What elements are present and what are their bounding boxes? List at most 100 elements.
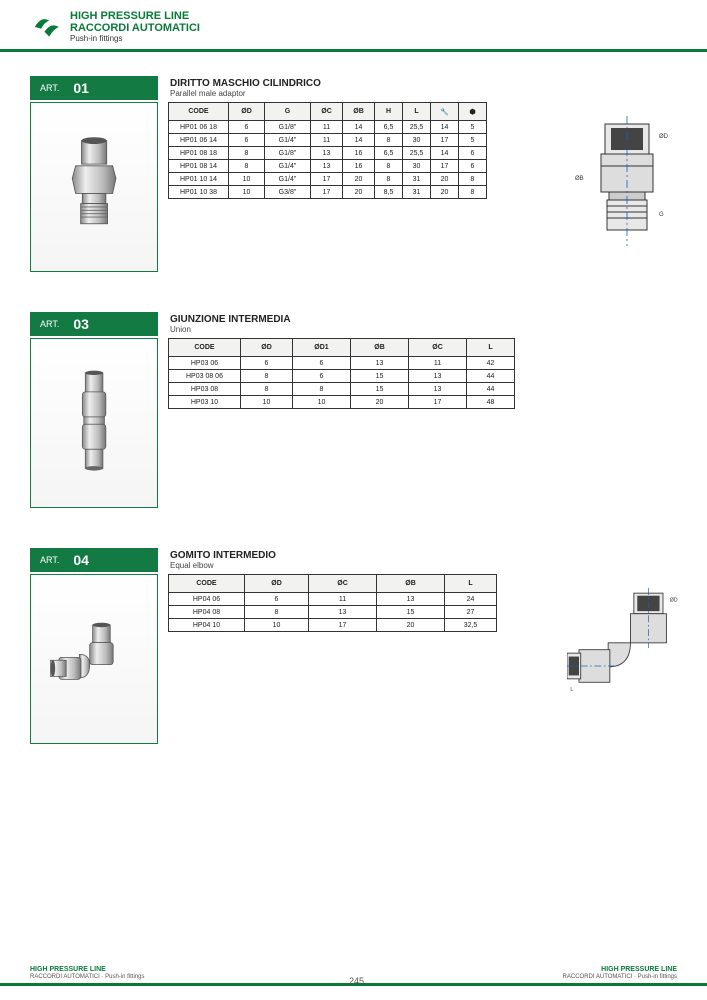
tech-drawing-icon: ØD L	[567, 588, 687, 708]
table-cell: G1/4"	[265, 173, 311, 186]
table-cell: HP04 10	[169, 619, 245, 632]
table-cell: 6,5	[375, 121, 403, 134]
art-label: ART.	[40, 319, 59, 329]
svg-text:ØD: ØD	[659, 134, 669, 140]
page-number: 245	[349, 976, 364, 986]
table-row: HP03 0666131142	[169, 357, 515, 370]
product-title: DIRITTO MASCHIO CILINDRICOParallel male …	[158, 76, 321, 100]
spec-table-wrap: CODEØDGØCØBHL🔧⬢HP01 06 186G1/8"11146,525…	[168, 102, 487, 272]
art-number: 01	[73, 80, 89, 96]
table-cell: 8	[375, 134, 403, 147]
table-cell: HP03 06	[169, 357, 241, 370]
product-title: GOMITO INTERMEDIOEqual elbow	[158, 548, 276, 572]
svg-text:ØD: ØD	[670, 598, 678, 604]
table-cell: 6,5	[375, 147, 403, 160]
col-header: L	[445, 575, 497, 593]
table-cell: 44	[467, 370, 515, 383]
art-label: ART.	[40, 83, 59, 93]
col-header: ØC	[311, 103, 343, 121]
table-cell: 27	[445, 606, 497, 619]
art-number: 04	[73, 552, 89, 568]
spec-table: CODEØDØD1ØBØCLHP03 0666131142HP03 08 068…	[168, 338, 515, 409]
table-cell: 31	[403, 186, 431, 199]
table-cell: 6	[459, 160, 487, 173]
table-cell: 6	[229, 121, 265, 134]
table-cell: HP04 06	[169, 593, 245, 606]
col-header: ØC	[309, 575, 377, 593]
footer-rule: 245	[0, 983, 707, 986]
table-cell: 20	[343, 186, 375, 199]
table-cell: 13	[351, 357, 409, 370]
table-cell: 10	[229, 186, 265, 199]
footer-right: HIGH PRESSURE LINERACCORDI AUTOMATICI · …	[563, 966, 677, 980]
table-row: HP01 06 186G1/8"11146,525,5145	[169, 121, 487, 134]
brand-logo-icon	[30, 11, 62, 43]
table-cell: HP01 06 18	[169, 121, 229, 134]
table-cell: 17	[311, 173, 343, 186]
table-cell: 8,5	[375, 186, 403, 199]
table-cell: 20	[351, 396, 409, 409]
col-header: ØB	[351, 339, 409, 357]
header-text: HIGH PRESSURE LINE RACCORDI AUTOMATICI P…	[70, 10, 200, 43]
product-block-04: ART. 04 GOMITO INTERMEDIOEqual elbow COD…	[30, 548, 677, 744]
table-cell: 10	[241, 396, 293, 409]
table-cell: 17	[409, 396, 467, 409]
table-cell: 32,5	[445, 619, 497, 632]
table-cell: 24	[445, 593, 497, 606]
table-cell: 5	[459, 121, 487, 134]
table-cell: 11	[311, 121, 343, 134]
spec-table-wrap: CODEØDØCØBLHP04 066111324HP04 088131527H…	[168, 574, 497, 744]
table-cell: 8	[375, 160, 403, 173]
product-photo-icon	[30, 574, 158, 744]
table-cell: HP03 08 06	[169, 370, 241, 383]
table-cell: 5	[459, 134, 487, 147]
table-cell: 25,5	[403, 147, 431, 160]
table-cell: 8	[241, 383, 293, 396]
table-cell: 13	[409, 383, 467, 396]
table-row: HP03 08 0686151344	[169, 370, 515, 383]
svg-text:G: G	[659, 212, 664, 218]
table-cell: 11	[311, 134, 343, 147]
table-cell: 16	[343, 160, 375, 173]
header-line2: RACCORDI AUTOMATICI	[70, 22, 200, 34]
col-header: CODE	[169, 339, 241, 357]
table-cell: HP03 10	[169, 396, 241, 409]
col-header: ØD1	[293, 339, 351, 357]
art-number: 03	[73, 316, 89, 332]
table-cell: 31	[403, 173, 431, 186]
table-cell: 14	[431, 147, 459, 160]
svg-text:L: L	[570, 687, 573, 693]
col-header: 🔧	[431, 103, 459, 121]
table-cell: 8	[293, 383, 351, 396]
col-header: CODE	[169, 103, 229, 121]
table-cell: 13	[311, 160, 343, 173]
col-header: ØB	[377, 575, 445, 593]
product-title: GIUNZIONE INTERMEDIAUnion	[158, 312, 291, 336]
table-cell: G1/8"	[265, 121, 311, 134]
tech-drawing-icon: ØBØDG	[567, 116, 687, 236]
table-cell: 8	[459, 186, 487, 199]
table-row: HP03 101010201748	[169, 396, 515, 409]
table-cell: 20	[431, 173, 459, 186]
table-cell: 25,5	[403, 121, 431, 134]
table-cell: 42	[467, 357, 515, 370]
table-cell: 14	[343, 121, 375, 134]
table-cell: 48	[467, 396, 515, 409]
table-cell: 16	[343, 147, 375, 160]
table-cell: 20	[377, 619, 445, 632]
spec-table-wrap: CODEØDØD1ØBØCLHP03 0666131142HP03 08 068…	[168, 338, 515, 508]
table-row: HP03 0888151344	[169, 383, 515, 396]
table-cell: 6	[241, 357, 293, 370]
col-header: H	[375, 103, 403, 121]
table-cell: 30	[403, 134, 431, 147]
col-header: ØD	[229, 103, 265, 121]
col-header: L	[467, 339, 515, 357]
table-row: HP04 088131527	[169, 606, 497, 619]
table-cell: 10	[229, 173, 265, 186]
product-block-01: ART. 01 DIRITTO MASCHIO CILINDRICOParall…	[30, 76, 677, 272]
table-cell: 8	[229, 147, 265, 160]
table-cell: 6	[229, 134, 265, 147]
table-cell: 6	[293, 370, 351, 383]
table-cell: 13	[311, 147, 343, 160]
col-header: G	[265, 103, 311, 121]
